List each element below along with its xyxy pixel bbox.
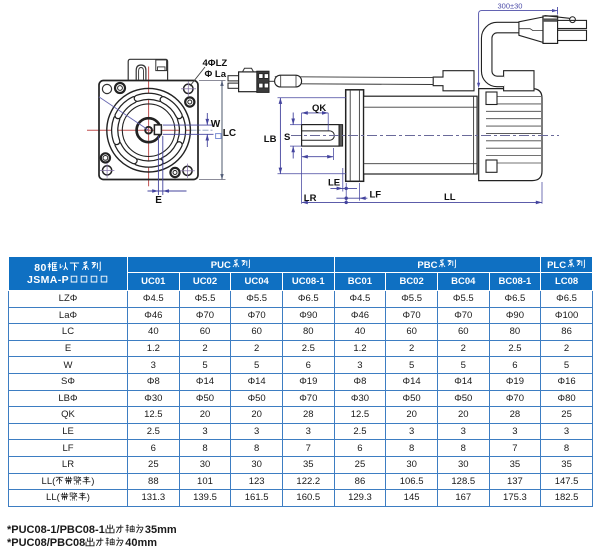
svg-text:Φ La: Φ La [205,69,227,80]
svg-text:S: S [284,132,290,143]
svg-text:QK: QK [312,103,326,114]
svg-text:W: W [211,119,221,130]
svg-text:E: E [155,195,162,206]
svg-text:4ΦLZ: 4ΦLZ [203,58,228,69]
svg-text:300±30: 300±30 [498,2,523,11]
svg-text:LR: LR [304,193,317,204]
svg-text:LE: LE [328,177,340,188]
svg-text:LF: LF [370,189,382,200]
svg-text:LB: LB [264,134,277,145]
svg-text:LL: LL [444,192,456,203]
svg-text:LC: LC [223,128,236,139]
